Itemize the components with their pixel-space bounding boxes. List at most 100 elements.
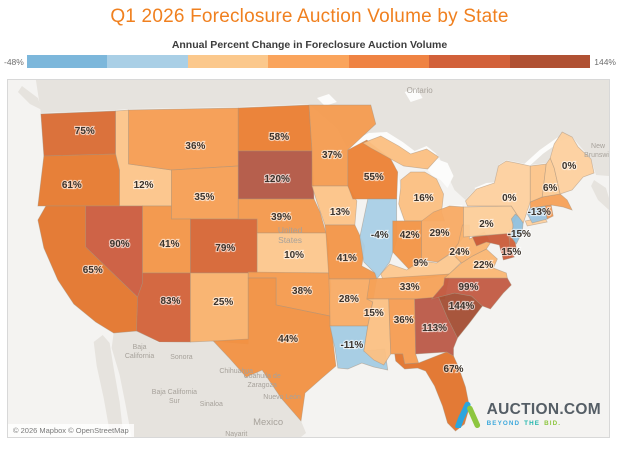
state-label-NJ: -15% xyxy=(508,229,531,240)
baja-peninsula xyxy=(93,335,124,437)
basemap-label: Nuevo León xyxy=(263,394,301,401)
state-label-IN: 42% xyxy=(400,230,420,241)
basemap-label: California xyxy=(125,353,155,360)
state-TX[interactable] xyxy=(212,277,337,422)
legend-segment xyxy=(429,55,510,68)
lake xyxy=(427,159,454,188)
state-label-NH: 6% xyxy=(543,183,558,194)
state-label-ME: 0% xyxy=(562,161,577,172)
state-MT[interactable] xyxy=(128,107,239,171)
state-label-WY: 35% xyxy=(194,192,214,203)
auction-com-logo-icon xyxy=(454,401,480,428)
vancouver-island xyxy=(17,86,42,110)
map-attribution[interactable]: © 2026 Mapbox © OpenStreetMap xyxy=(8,424,134,437)
state-label-TN: 33% xyxy=(400,282,420,293)
state-label-CO: 79% xyxy=(215,243,235,254)
basemap-label: Sinaloa xyxy=(200,401,223,408)
legend-segment xyxy=(27,55,108,68)
canada-landmass xyxy=(8,80,609,200)
legend-segment xyxy=(348,55,430,68)
legend-title: Annual Percent Change in Foreclosure Auc… xyxy=(171,39,448,51)
state-label-IA: 13% xyxy=(330,207,350,218)
page-title: Q1 2026 Foreclosure Auction Volume by St… xyxy=(110,6,509,27)
state-IL[interactable] xyxy=(359,198,398,280)
legend-segment xyxy=(268,55,349,68)
basemap-label: Baja xyxy=(133,344,147,351)
state-label-MI: 16% xyxy=(414,193,434,204)
state-label-CA: 65% xyxy=(83,265,103,276)
state-ND[interactable] xyxy=(237,104,313,152)
state-label-WA: 75% xyxy=(75,126,95,137)
state-label-SC: 144% xyxy=(449,301,475,312)
legend-color-ramp xyxy=(27,55,590,68)
state-label-TX: 44% xyxy=(278,334,298,345)
basemap-label: New xyxy=(591,143,606,150)
state-FL[interactable] xyxy=(394,351,470,432)
nova-scotia-landmass xyxy=(591,180,609,210)
state-label-WI: 55% xyxy=(364,172,384,183)
basemap-label: Brunswick xyxy=(584,152,609,159)
lake xyxy=(404,88,423,102)
legend-segment xyxy=(509,55,590,68)
state-label-WV: 24% xyxy=(450,247,470,258)
tagline-word: THE xyxy=(524,419,541,427)
state-label-NV: 90% xyxy=(110,239,130,250)
legend-min-label: -48% xyxy=(4,57,24,67)
state-label-SD: 120% xyxy=(264,174,290,185)
state-label-NM: 25% xyxy=(213,297,233,308)
state-NC[interactable] xyxy=(430,277,512,310)
state-label-NC: 99% xyxy=(459,282,479,293)
state-ME[interactable] xyxy=(549,131,595,195)
state-label-OK: 38% xyxy=(292,286,312,297)
lake xyxy=(316,94,337,106)
basemap-label: Ontario xyxy=(407,86,434,95)
legend-max-label: 144% xyxy=(594,57,616,67)
state-label-KY: 9% xyxy=(413,258,428,269)
state-label-NE: 39% xyxy=(271,212,291,223)
state-label-MO: 41% xyxy=(337,253,357,264)
basemap-label: States xyxy=(278,235,302,245)
state-label-AL: 36% xyxy=(394,315,414,326)
state-label-GA: 113% xyxy=(422,323,447,334)
state-AZ[interactable] xyxy=(136,272,191,343)
state-label-MD: 15% xyxy=(501,247,521,258)
tagline-word: BID. xyxy=(544,419,562,427)
state-NM[interactable] xyxy=(190,272,249,345)
state-label-LA: -11% xyxy=(341,340,364,351)
state-label-OH: 29% xyxy=(430,228,450,239)
state-label-MS: 15% xyxy=(364,308,384,319)
state-label-AZ: 83% xyxy=(160,296,180,307)
basemap-label: Zaragoza xyxy=(247,382,277,389)
legend-segment xyxy=(107,55,188,68)
state-label-NY: 0% xyxy=(502,193,517,204)
state-label-IL: -4% xyxy=(371,230,389,241)
auction-com-logo: AUCTION.COM BEYOND THE BID. xyxy=(454,401,601,428)
state-label-ID: 12% xyxy=(134,180,154,191)
basemap-label: Chihuahua xyxy=(219,368,253,375)
state-label-OR: 61% xyxy=(62,180,82,191)
basemap-label: Mexico xyxy=(253,417,283,428)
auction-com-tagline: BEYOND THE BID. xyxy=(487,420,601,427)
legend-segment xyxy=(187,55,269,68)
auction-com-logo-text: AUCTION.COM xyxy=(486,401,601,419)
mexico-landmass xyxy=(111,331,307,437)
tagline-word: BEYOND xyxy=(486,419,521,427)
basemap-label: Coahuila de xyxy=(244,373,281,380)
basemap-label: Sonora xyxy=(170,354,193,361)
state-label-CT: -13% xyxy=(528,207,551,218)
state-label-KS: 10% xyxy=(284,250,304,261)
state-label-VA: 22% xyxy=(473,260,493,271)
state-AL[interactable] xyxy=(388,298,420,365)
state-label-MN: 37% xyxy=(322,150,342,161)
state-label-MT: 36% xyxy=(185,141,205,152)
basemap-label: United xyxy=(278,225,303,235)
state-label-FL: 67% xyxy=(444,364,464,375)
state-label-UT: 41% xyxy=(160,239,180,250)
basemap-label: Nayarit xyxy=(225,431,247,437)
basemap-label: Sur xyxy=(169,398,181,405)
basemap-label: Baja California xyxy=(152,389,197,396)
state-label-AR: 28% xyxy=(339,294,359,305)
state-label-PA: 2% xyxy=(479,219,494,230)
